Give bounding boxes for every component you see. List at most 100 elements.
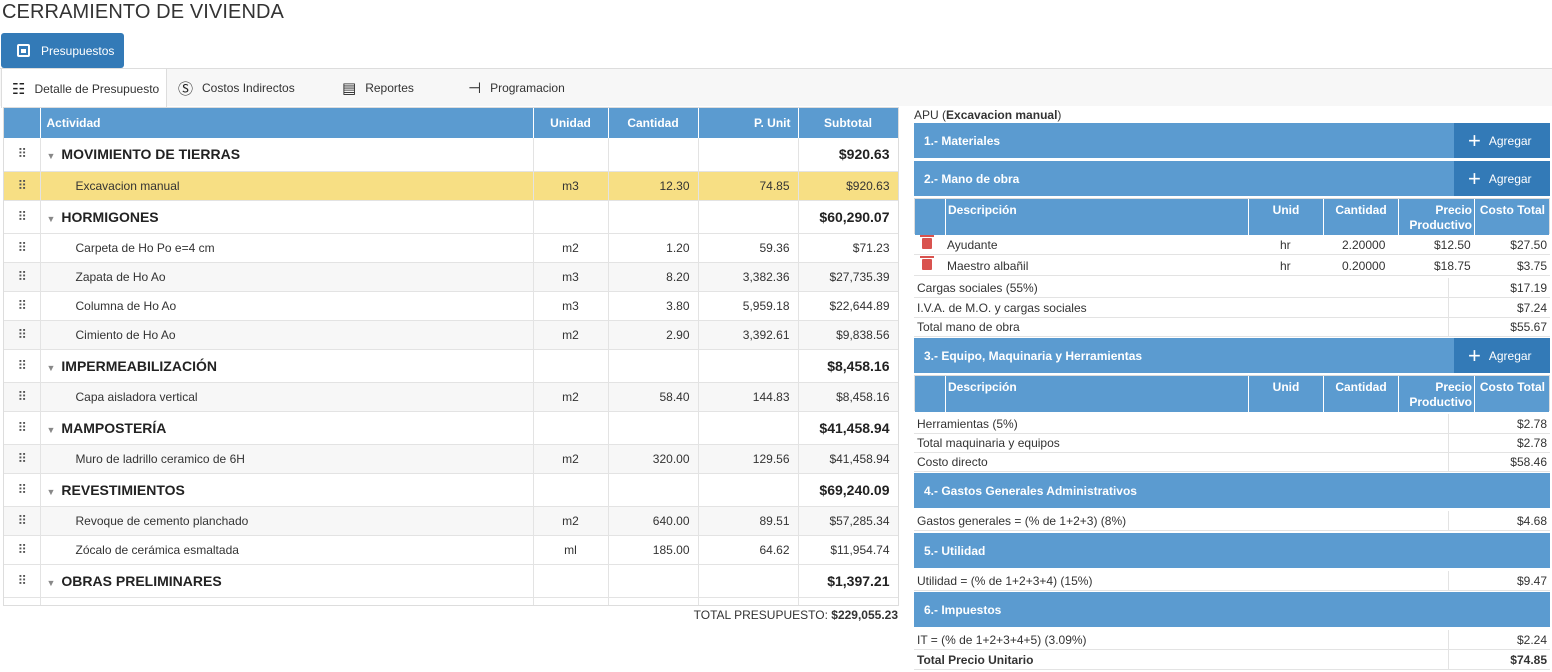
- plug-icon: ⊣: [468, 80, 482, 97]
- group-row[interactable]: ⠿ ▼ REVESTIMIENTOS $69,240.09: [4, 473, 898, 507]
- col-cantidad: Cantidad: [1324, 376, 1399, 412]
- drag-handle-icon[interactable]: ⠿: [4, 262, 41, 292]
- item-qty: 640.00: [608, 506, 699, 536]
- item-price: 89.51: [698, 506, 799, 536]
- add-equipment-button[interactable]: + Agregar: [1454, 338, 1550, 373]
- tab-programacion[interactable]: ⊣ Programacion: [468, 69, 565, 107]
- tab-label: Detalle de Presupuesto: [34, 81, 160, 96]
- group-subtotal: $60,290.07: [798, 200, 898, 234]
- labor-desc: Ayudante: [947, 238, 998, 252]
- drag-handle-icon[interactable]: ⠿: [4, 535, 41, 565]
- labor-total: $27.50: [1510, 238, 1547, 252]
- drag-handle-icon[interactable]: ⠿: [4, 382, 41, 412]
- budget-total-label: TOTAL PRESUPUESTO:: [693, 608, 828, 622]
- drag-handle-icon[interactable]: ⠿: [4, 506, 41, 536]
- labor-unit: hr: [1280, 238, 1291, 252]
- drag-handle-icon[interactable]: ⠿: [4, 349, 41, 383]
- collapse-caret-icon[interactable]: ▼: [46, 424, 56, 435]
- item-unit: m3: [533, 291, 609, 321]
- summary-value: $4.68: [1516, 514, 1547, 528]
- group-row[interactable]: ⠿ ▼ IMPERMEABILIZACIÓN $8,458.16: [4, 349, 898, 383]
- drag-handle-icon[interactable]: ⠿: [4, 444, 41, 474]
- item-name: Muro de ladrillo ceramico de 6H: [40, 444, 534, 474]
- item-subtotal: $22,644.89: [798, 291, 898, 321]
- table-row[interactable]: ⠿ Revoque de cemento planchado m2 640.00 89.…: [4, 506, 898, 536]
- summary-label: Total Precio Unitario: [917, 653, 1034, 667]
- apu-title: APU (Excavacion manual): [914, 108, 1061, 122]
- group-subtotal: $8,458.16: [798, 349, 898, 383]
- drag-handle-icon[interactable]: ⠿: [4, 291, 41, 321]
- item-price: 3,382.36: [698, 262, 799, 292]
- collapse-caret-icon[interactable]: ▼: [46, 213, 56, 224]
- total-precio-unitario-row: Total Precio Unitario $74.85: [914, 650, 1550, 670]
- group-subtotal: $69,240.09: [798, 473, 898, 507]
- summary-label: I.V.A. de M.O. y cargas sociales: [917, 301, 1087, 315]
- empty-cell: [608, 138, 699, 172]
- group-row[interactable]: ⠿ ▼ OBRAS PRELIMINARES $1,397.21: [4, 564, 898, 598]
- table-row[interactable]: ⠿ Capa aisladora vertical m2 58.40 144.83 $8,…: [4, 382, 898, 412]
- group-row[interactable]: ⠿ ▼ MOVIMIENTO DE TIERRAS $920.63: [4, 138, 898, 172]
- table-row[interactable]: ⠿ Zapata de Ho Ao m3 8.20 3,382.36 $27,735.39: [4, 262, 898, 292]
- col-cantidad[interactable]: Cantidad: [608, 108, 699, 138]
- col-punit[interactable]: P. Unit: [698, 108, 799, 138]
- tab-label: Programacion: [490, 81, 565, 95]
- col-unidad[interactable]: Unidad: [533, 108, 609, 138]
- empty-cell: [608, 564, 699, 598]
- labor-table-header: Descripción Unid Cantidad Precio Product…: [914, 198, 1550, 235]
- tab-costos-indirectos[interactable]: Ⓢ Costos Indirectos: [178, 69, 295, 107]
- table-row[interactable]: ⠿ Carpeta de Ho Po e=4 cm m2 1.20 59.36 $71.2…: [4, 233, 898, 263]
- summary-value: $9.47: [1516, 574, 1547, 588]
- drag-handle-icon[interactable]: ⠿: [4, 411, 41, 445]
- group-label: HORMIGONES: [61, 208, 159, 225]
- list-icon: ☷: [12, 80, 26, 98]
- empty-cell: [698, 138, 799, 172]
- table-row[interactable]: ⠿ Columna de Ho Ao m3 3.80 5,959.18 $22,644.8…: [4, 291, 898, 321]
- section-label: 3.- Equipo, Maquinaria y Herramientas: [924, 348, 1143, 363]
- item-qty: 12.30: [608, 171, 699, 201]
- summary-label: Costo directo: [917, 455, 988, 469]
- summary-row: Herramientas (5%) $2.78: [914, 414, 1550, 434]
- trash-icon[interactable]: [920, 235, 934, 249]
- add-label: Agregar: [1488, 133, 1532, 148]
- tab-reportes[interactable]: ▤ Reportes: [342, 69, 414, 107]
- drag-handle-icon[interactable]: ⠿: [4, 200, 41, 234]
- table-header: Actividad Unidad Cantidad P. Unit Subtot…: [4, 108, 898, 138]
- item-qty: 185.00: [608, 535, 699, 565]
- table-row[interactable]: ⠿ Zócalo de cerámica esmaltada ml 185.00 64.…: [4, 535, 898, 565]
- table-row[interactable]: ⠿ Cimiento de Ho Ao m2 2.90 3,392.61 $9,838.5…: [4, 320, 898, 350]
- add-material-button[interactable]: + Agregar: [1454, 123, 1550, 158]
- group-label: IMPERMEABILIZACIÓN: [61, 357, 217, 374]
- drag-handle-icon[interactable]: ⠿: [4, 564, 41, 598]
- item-name: Columna de Ho Ao: [40, 291, 534, 321]
- table-row[interactable]: ⠿ Excavacion manual m3 12.30 74.85 $920.63: [4, 171, 898, 201]
- item-price: 129.56: [698, 444, 799, 474]
- section-equipo: 3.- Equipo, Maquinaria y Herramientas + A…: [914, 338, 1550, 374]
- empty-cell: [608, 597, 699, 605]
- tab-detalle-presupuesto[interactable]: ☷ Detalle de Presupuesto: [1, 69, 167, 108]
- col-subtotal[interactable]: Subtotal: [798, 108, 898, 138]
- drag-handle-icon[interactable]: ⠿: [4, 320, 41, 350]
- collapse-caret-icon[interactable]: ▼: [46, 151, 56, 162]
- drag-handle-icon[interactable]: ⠿: [4, 138, 41, 172]
- summary-label: Utilidad = (% de 1+2+3+4) (15%): [917, 574, 1093, 588]
- empty-cell: [608, 200, 699, 234]
- drag-handle-icon[interactable]: ⠿: [4, 171, 41, 201]
- empty-row: [4, 597, 898, 605]
- col-actividad[interactable]: Actividad: [40, 108, 534, 138]
- trash-icon[interactable]: [920, 256, 934, 270]
- budget-total-value: $229,055.23: [831, 608, 898, 622]
- plus-icon: +: [1468, 165, 1481, 191]
- table-row[interactable]: ⠿ Muro de ladrillo ceramico de 6H m2 320.00…: [4, 444, 898, 474]
- collapse-caret-icon[interactable]: ▼: [46, 577, 56, 588]
- item-name: Carpeta de Ho Po e=4 cm: [40, 233, 534, 263]
- collapse-caret-icon[interactable]: ▼: [46, 486, 56, 497]
- group-row[interactable]: ⠿ ▼ HORMIGONES $60,290.07: [4, 200, 898, 234]
- add-labor-button[interactable]: + Agregar: [1454, 161, 1550, 196]
- presupuestos-button[interactable]: Presupuestos: [1, 33, 124, 68]
- collapse-caret-icon[interactable]: ▼: [46, 362, 56, 373]
- drag-handle-icon[interactable]: ⠿: [4, 473, 41, 507]
- drag-handle-icon[interactable]: ⠿: [4, 233, 41, 263]
- empty-cell: [698, 200, 799, 234]
- group-row[interactable]: ⠿ ▼ MAMPOSTERÍA $41,458.94: [4, 411, 898, 445]
- apu-title-item: Excavacion manual: [946, 108, 1058, 122]
